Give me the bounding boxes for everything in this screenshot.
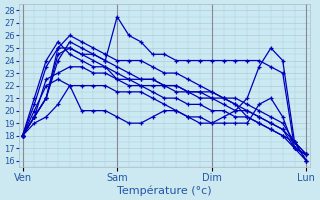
X-axis label: Température (°c): Température (°c) [117, 185, 212, 196]
